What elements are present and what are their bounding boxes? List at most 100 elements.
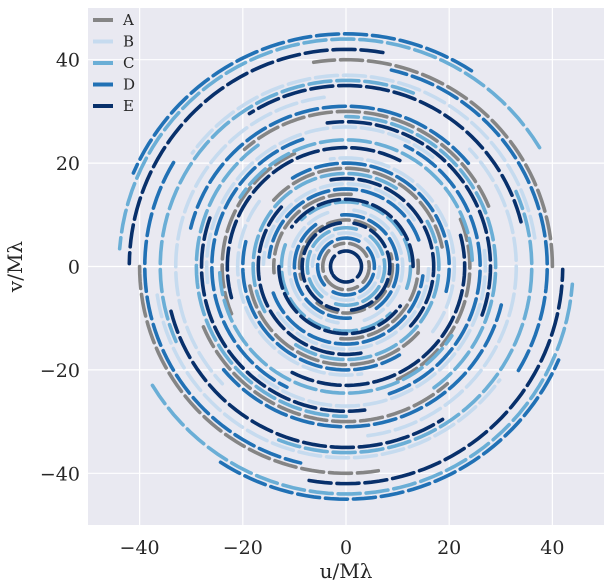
uv-tracks xyxy=(117,32,575,501)
uv-track-D-5-1 xyxy=(271,274,425,346)
uv-track-A-5-1 xyxy=(315,252,395,315)
uv-track-E-5-0 xyxy=(289,197,415,269)
series-B xyxy=(155,73,537,460)
uv-track-A-3-1 xyxy=(248,284,421,367)
legend-label-E: E xyxy=(123,97,134,115)
y-tick-label-0: −40 xyxy=(40,463,80,485)
uv-track-E-1-0 xyxy=(247,83,523,224)
y-tick-label-2: 0 xyxy=(68,257,80,279)
uv-track-E-3-0 xyxy=(225,145,402,306)
uv-track-B-5-0 xyxy=(287,210,340,325)
uv-track-D-1-1 xyxy=(389,68,550,373)
uv-track-A-3-0 xyxy=(271,166,444,249)
uv-track-D-2-0 xyxy=(188,104,471,230)
uv-track-E-4-1 xyxy=(326,176,436,328)
uv-track-D-4-0 xyxy=(240,239,402,372)
uv-track-E-0-0 xyxy=(127,47,385,266)
uv-track-E-2-0 xyxy=(199,216,367,414)
uv-track-B-1-0 xyxy=(173,95,326,386)
uv-track-B-0-1 xyxy=(155,293,502,460)
uv-track-C-6-1 xyxy=(333,232,387,308)
uv-track-E-5-1 xyxy=(277,264,403,336)
uv-track-C-3-1 xyxy=(217,271,454,395)
uv-track-D-0-0 xyxy=(131,32,474,175)
uv-track-C-5-0 xyxy=(279,243,393,333)
uv-track-E-6-0 xyxy=(300,221,343,312)
uv-track-D-4-1 xyxy=(290,161,452,294)
uv-track-D-3-0 xyxy=(210,137,305,389)
uv-track-E-7-1 xyxy=(331,258,364,284)
x-tick-label-3: 20 xyxy=(437,537,461,559)
uv-track-D-2-1 xyxy=(221,303,504,429)
x-tick-label-0: −40 xyxy=(120,537,160,559)
uv-track-B-3-1 xyxy=(328,156,457,334)
uv-track-E-6-1 xyxy=(349,221,392,312)
uv-track-B-4-1 xyxy=(276,267,431,352)
uv-track-C-6-0 xyxy=(305,225,359,301)
uv-track-C-5-1 xyxy=(299,200,413,290)
x-axis-label: u/Mλ xyxy=(320,559,373,583)
uv-track-C-0-1 xyxy=(150,282,575,496)
uv-track-C-1-1 xyxy=(276,189,534,455)
uv-track-B-3-0 xyxy=(235,199,364,377)
uv-track-C-1-0 xyxy=(158,78,416,344)
uv-track-E-7-0 xyxy=(328,249,361,275)
uv-track-D-7-0 xyxy=(315,236,361,289)
uv-track-A-0-1 xyxy=(137,264,381,476)
uv-track-A-2-1 xyxy=(395,213,472,382)
legend-label-D: D xyxy=(123,76,135,94)
legend-label-A: A xyxy=(122,11,134,29)
uv-track-A-4-1 xyxy=(339,258,421,341)
uv-track-B-2-1 xyxy=(257,248,488,408)
uv-track-E-1-1 xyxy=(169,309,445,450)
uv-track-A-1-0 xyxy=(242,109,491,208)
uv-track-A-0-0 xyxy=(311,57,555,269)
uv-track-E-0-1 xyxy=(307,267,565,486)
uv-track-A-4-0 xyxy=(271,192,353,275)
uv-track-D-1-0 xyxy=(142,160,303,465)
y-tick-label-4: 40 xyxy=(56,50,80,72)
uv-track-D-5-0 xyxy=(267,187,421,259)
uv-track-D-7-1 xyxy=(331,244,377,297)
uv-track-A-2-0 xyxy=(220,151,297,320)
uv-track-C-2-1 xyxy=(344,114,498,390)
uv-track-C-3-0 xyxy=(238,138,475,262)
uv-track-E-3-1 xyxy=(290,227,467,388)
uv-track-D-6-1 xyxy=(336,212,400,311)
legend-label-C: C xyxy=(123,54,134,72)
x-tick-label-1: −20 xyxy=(223,537,263,559)
uv-track-C-4-1 xyxy=(294,217,441,362)
series-A xyxy=(137,57,555,476)
uv-track-B-1-1 xyxy=(366,147,519,438)
x-tick-label-2: 0 xyxy=(340,537,352,559)
uv-track-D-3-1 xyxy=(387,144,482,396)
legend-label-B: B xyxy=(123,33,134,51)
tick-labels: −40 −20 0 20 40 −40 −20 0 20 40 xyxy=(40,50,565,559)
uv-track-B-6-0 xyxy=(310,231,380,268)
uv-track-B-0-0 xyxy=(190,73,537,240)
uv-track-C-2-0 xyxy=(194,143,348,419)
series-D xyxy=(131,32,561,501)
uv-track-B-2-0 xyxy=(204,125,435,285)
y-tick-label-1: −20 xyxy=(40,360,80,382)
uv-track-C-4-0 xyxy=(251,171,398,316)
uv-track-A-6-1 xyxy=(332,241,372,285)
uv-track-C-0-0 xyxy=(117,37,542,251)
uv-track-A-6-0 xyxy=(320,248,360,292)
uv-track-A-5-0 xyxy=(297,218,377,281)
uv-track-B-5-1 xyxy=(352,208,405,323)
y-axis-label: v/Mλ xyxy=(3,241,27,294)
x-tick-label-4: 40 xyxy=(540,537,564,559)
uv-track-A-1-1 xyxy=(201,325,450,424)
uv-track-E-4-0 xyxy=(256,205,366,357)
series-C xyxy=(117,37,575,496)
y-tick-label-3: 20 xyxy=(56,153,80,175)
series-E xyxy=(127,47,565,486)
uv-track-D-6-0 xyxy=(292,222,356,321)
uv-track-B-6-1 xyxy=(312,265,382,302)
uv-track-D-0-1 xyxy=(218,358,561,501)
uv-track-B-4-0 xyxy=(261,181,416,266)
